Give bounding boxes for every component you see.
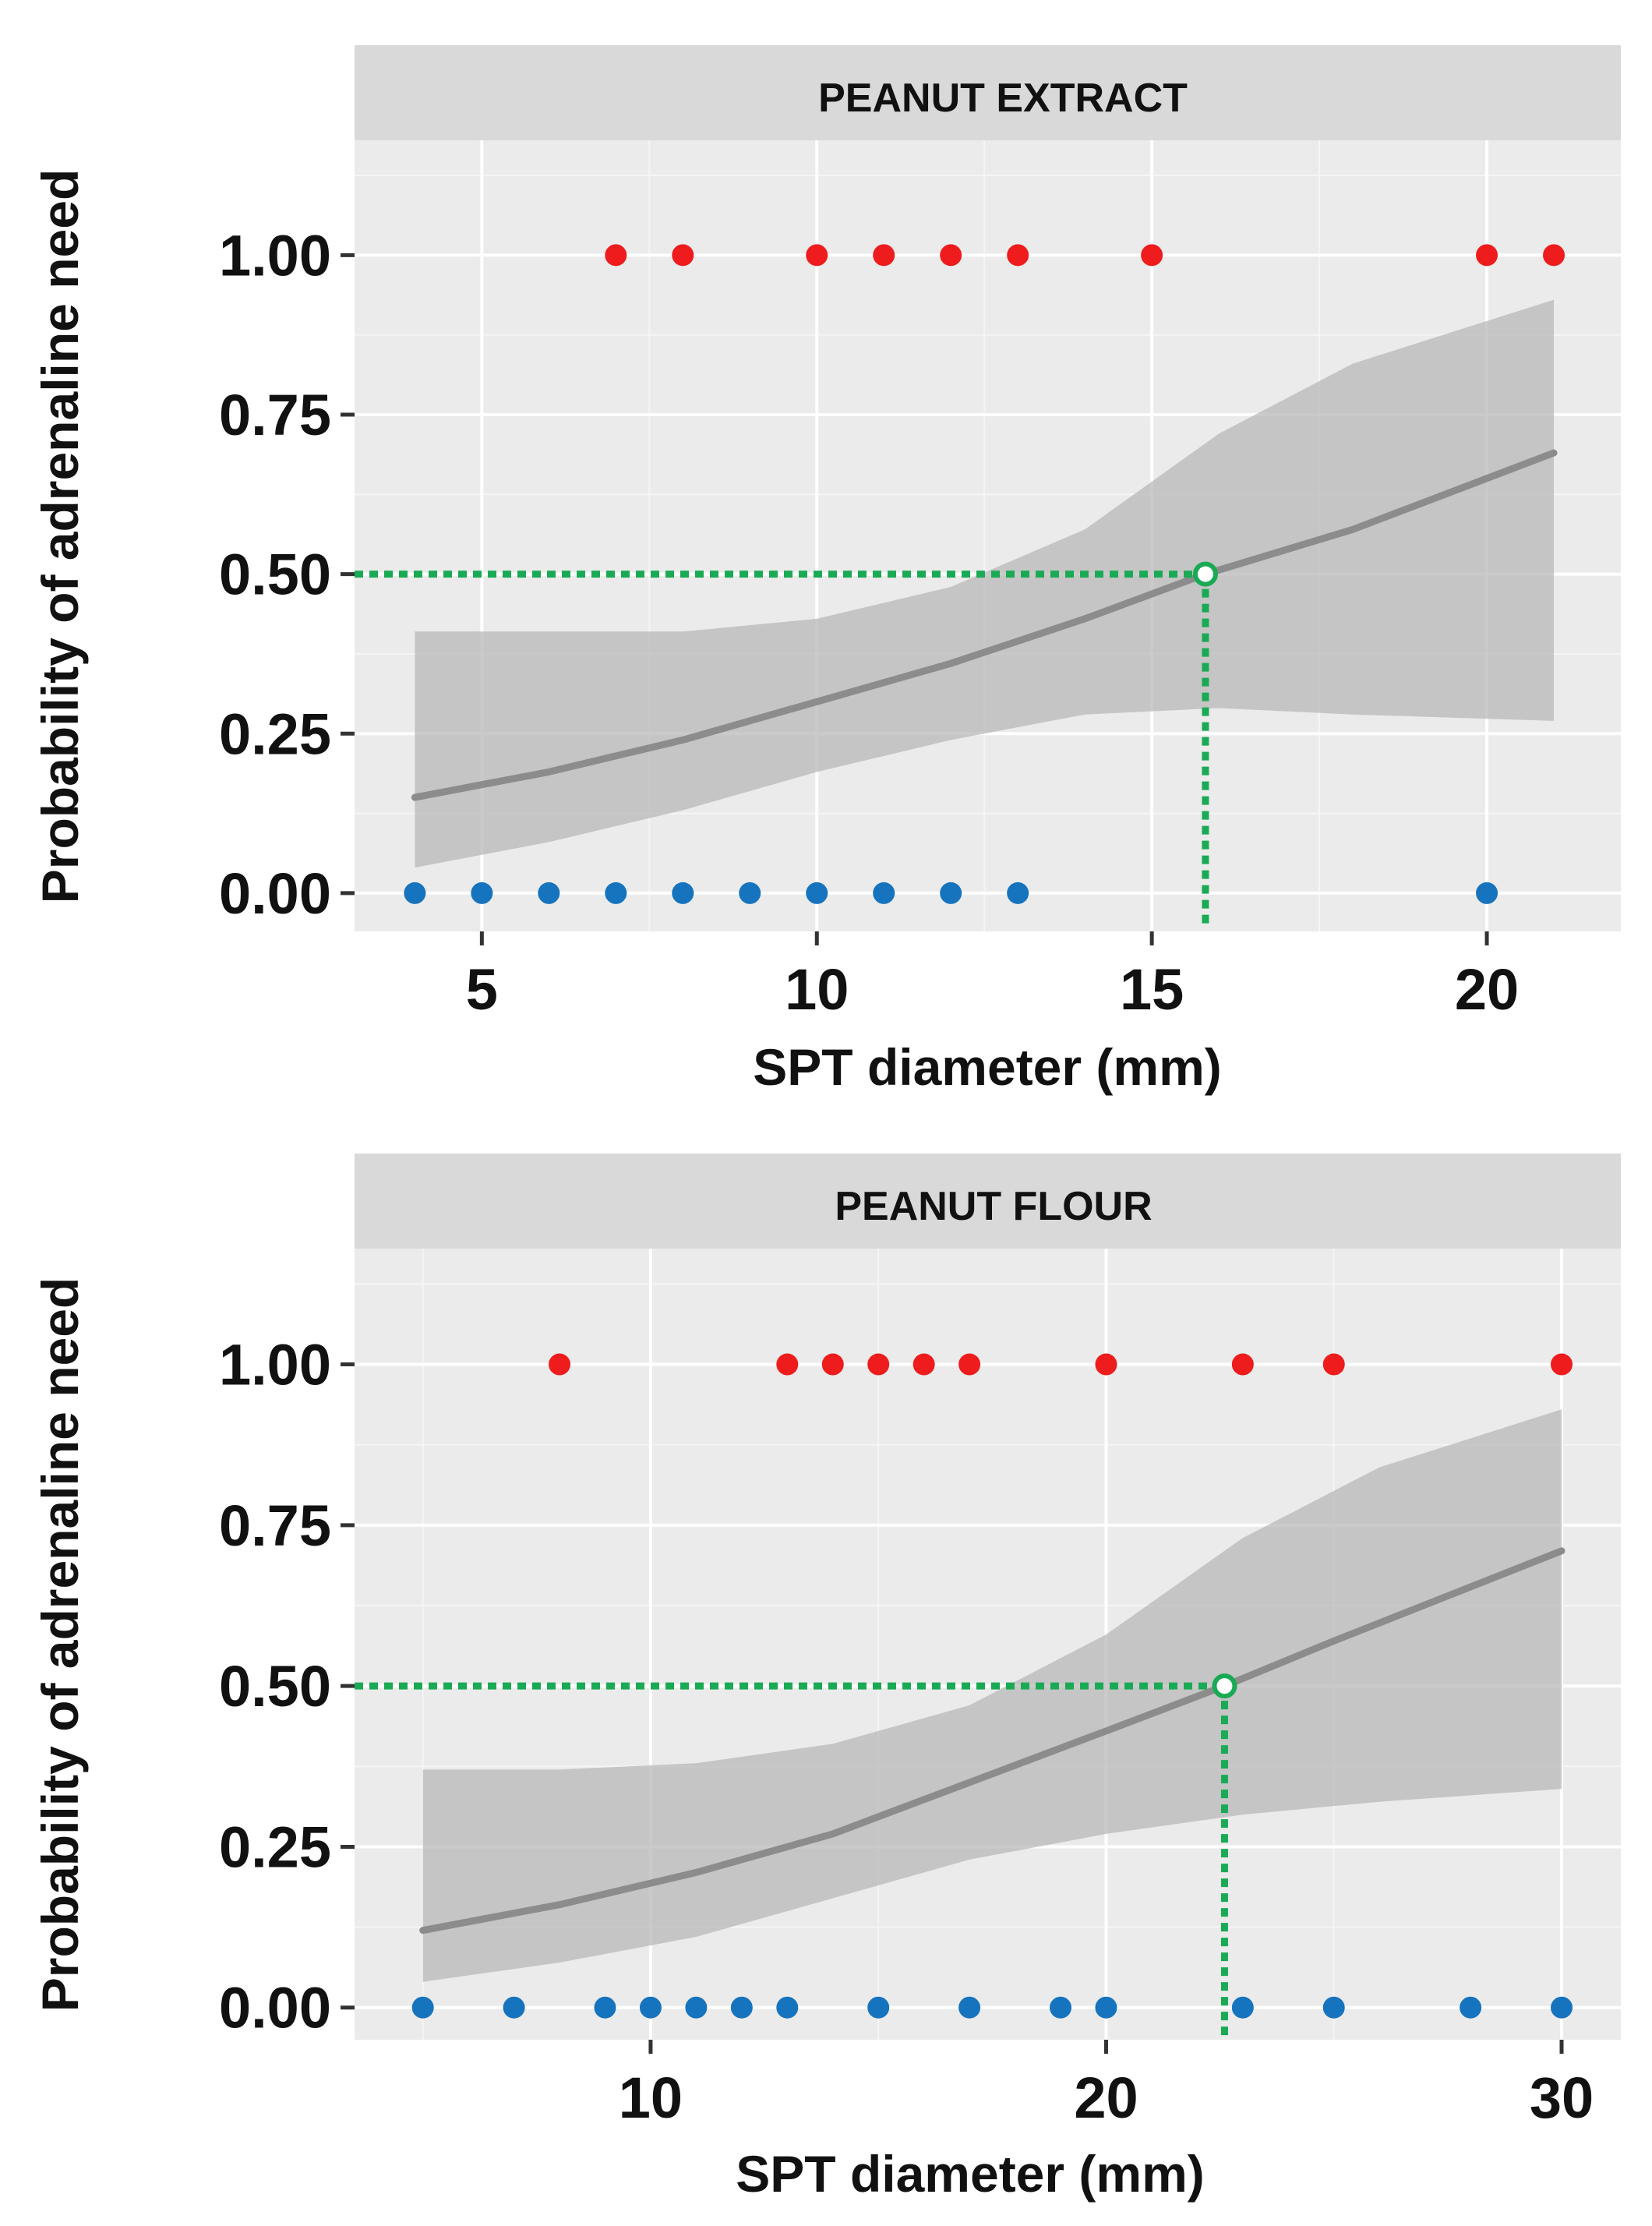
y-tick-label: 0.50 bbox=[219, 1654, 331, 1719]
blue-point bbox=[1050, 1996, 1072, 2019]
y-axis-title: Probability of adrenaline need bbox=[31, 1277, 89, 2012]
blue-point bbox=[503, 1996, 525, 2019]
blue-point bbox=[1007, 882, 1029, 904]
blue-point bbox=[940, 882, 962, 904]
red-point bbox=[821, 1353, 844, 1376]
blue-point bbox=[685, 1996, 708, 2019]
x-tick-label: 5 bbox=[466, 957, 498, 1022]
data-points bbox=[404, 244, 1566, 904]
x-tick-label: 10 bbox=[619, 2065, 683, 2130]
panel-peanut-extract: PEANUT EXTRACT 0.00 0.25 0.50 0.75 1.00 5 10 1… bbox=[31, 45, 1621, 1096]
red-point bbox=[1551, 1353, 1573, 1376]
red-point bbox=[1476, 244, 1498, 267]
logistic-fit-line bbox=[411, 449, 1558, 801]
y-tick-label: 0.25 bbox=[219, 1814, 331, 1879]
y-tick-label: 0.75 bbox=[219, 383, 331, 447]
y-tick-label: 0.00 bbox=[219, 1976, 331, 2040]
logistic-fit-line bbox=[419, 1547, 1566, 1934]
y-axis-title: Probability of adrenaline need bbox=[31, 169, 89, 904]
blue-point bbox=[404, 882, 426, 904]
blue-point bbox=[776, 1996, 799, 2019]
x-axis-title: SPT diameter (mm) bbox=[753, 1038, 1221, 1096]
blue-point bbox=[806, 882, 828, 904]
red-point bbox=[873, 244, 895, 267]
red-point bbox=[867, 1353, 890, 1376]
red-point bbox=[1141, 244, 1163, 267]
threshold-marker bbox=[1192, 561, 1218, 587]
x-tick-label: 20 bbox=[1455, 957, 1519, 1022]
blue-point bbox=[1231, 1996, 1254, 2019]
x-axis-title: SPT diameter (mm) bbox=[736, 2145, 1204, 2203]
blue-point bbox=[411, 1996, 434, 2019]
red-point bbox=[912, 1353, 935, 1376]
red-point bbox=[1322, 1353, 1345, 1376]
y-axis-ticks: 0.00 0.25 0.50 0.75 1.00 bbox=[219, 1333, 355, 2040]
red-point bbox=[605, 244, 627, 267]
blue-point bbox=[1460, 1996, 1482, 2019]
blue-point bbox=[1322, 1996, 1345, 2019]
confidence-band bbox=[415, 299, 1554, 868]
red-point bbox=[1231, 1353, 1254, 1376]
threshold-guides bbox=[355, 1673, 1237, 2037]
strip-background bbox=[355, 1154, 1621, 1249]
blue-point bbox=[867, 1996, 890, 2019]
red-point bbox=[1095, 1353, 1117, 1376]
y-axis-ticks: 0.00 0.25 0.50 0.75 1.00 bbox=[219, 223, 355, 926]
panel-title: PEANUT EXTRACT bbox=[818, 76, 1188, 121]
red-point bbox=[776, 1353, 799, 1376]
panel-peanut-flour: PEANUT FLOUR 0.00 0.25 0.50 0.75 1.00 10 20 30… bbox=[31, 1154, 1621, 2203]
red-point bbox=[549, 1353, 571, 1376]
red-point bbox=[806, 244, 828, 267]
y-tick-label: 0.50 bbox=[219, 542, 331, 607]
blue-point bbox=[958, 1996, 981, 2019]
threshold-guides bbox=[355, 561, 1218, 928]
threshold-marker bbox=[1212, 1673, 1237, 1699]
blue-point bbox=[1476, 882, 1498, 904]
x-tick-label: 15 bbox=[1120, 957, 1184, 1022]
y-tick-label: 1.00 bbox=[219, 1333, 331, 1397]
y-tick-label: 0.75 bbox=[219, 1493, 331, 1558]
y-tick-label: 1.00 bbox=[219, 223, 331, 288]
blue-point bbox=[471, 882, 493, 904]
blue-point bbox=[672, 882, 694, 904]
x-tick-label: 10 bbox=[785, 957, 849, 1022]
blue-point bbox=[739, 882, 761, 904]
red-point bbox=[958, 1353, 981, 1376]
blue-point bbox=[605, 882, 627, 904]
red-point bbox=[672, 244, 694, 267]
red-point bbox=[1007, 244, 1029, 267]
x-axis-ticks: 10 20 30 bbox=[619, 2040, 1594, 2130]
x-tick-label: 30 bbox=[1530, 2065, 1594, 2130]
blue-point bbox=[538, 882, 560, 904]
blue-point bbox=[873, 882, 895, 904]
blue-point bbox=[730, 1996, 753, 2019]
blue-point bbox=[1551, 1996, 1573, 2019]
blue-point bbox=[1095, 1996, 1117, 2019]
blue-point bbox=[639, 1996, 662, 2019]
red-point bbox=[1543, 244, 1566, 267]
strip-background bbox=[355, 45, 1621, 140]
confidence-band bbox=[422, 1409, 1562, 1982]
x-axis-ticks: 5 10 15 20 bbox=[466, 931, 1519, 1022]
x-tick-label: 20 bbox=[1074, 2065, 1138, 2130]
y-tick-label: 0.00 bbox=[219, 861, 331, 926]
data-points bbox=[411, 1353, 1573, 2019]
y-tick-label: 0.25 bbox=[219, 701, 331, 766]
blue-point bbox=[594, 1996, 616, 2019]
panel-title: PEANUT FLOUR bbox=[835, 1184, 1152, 1229]
red-point bbox=[940, 244, 962, 267]
